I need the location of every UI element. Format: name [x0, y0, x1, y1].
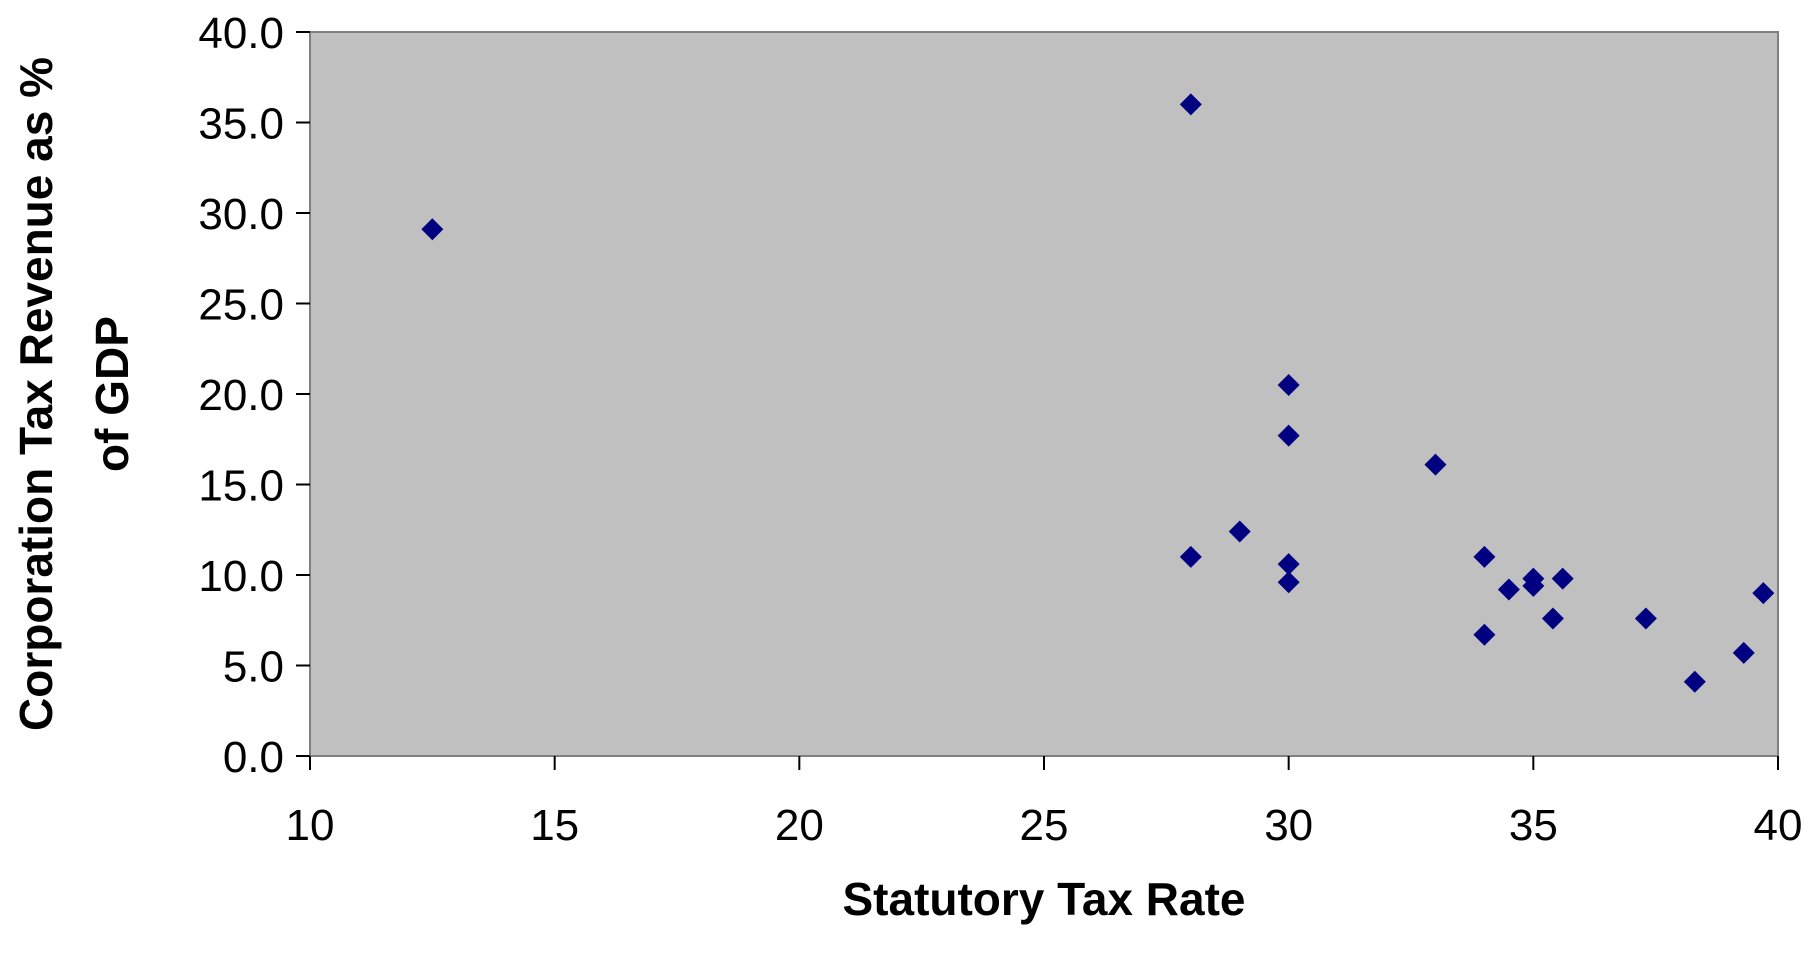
data-point [1473, 623, 1496, 646]
data-points [421, 93, 1775, 693]
y-tick-label: 5.0 [223, 643, 284, 692]
y-axis-title-line-2: of GDP [86, 316, 138, 472]
y-tick-label: 35.0 [198, 100, 284, 149]
x-tick-label: 15 [530, 801, 579, 850]
x-tick-label: 30 [1264, 801, 1313, 850]
plot-area [309, 31, 1779, 757]
data-point [1179, 93, 1202, 116]
x-axis: 10 15 20 25 30 35 40 [286, 756, 1803, 850]
y-axis-title: Corporation Tax Revenue as % of GDP [10, 57, 138, 731]
y-tick-label: 25.0 [198, 281, 284, 330]
data-point [1277, 553, 1300, 576]
data-point [1424, 453, 1447, 476]
y-tick-label: 0.0 [223, 733, 284, 782]
data-point [1522, 574, 1545, 597]
data-point [1497, 578, 1520, 601]
data-point [1683, 670, 1706, 693]
data-point [1277, 424, 1300, 447]
y-axis: 0.0 5.0 10.0 15.0 20.0 25.0 30.0 35.0 40.0 [198, 9, 310, 782]
data-point [1541, 607, 1564, 630]
data-point [1228, 520, 1251, 543]
y-tick-label: 20.0 [198, 371, 284, 420]
y-tick-label: 30.0 [198, 190, 284, 239]
y-tick-label: 10.0 [198, 552, 284, 601]
x-axis-title: Statutory Tax Rate [842, 873, 1245, 925]
data-point [421, 218, 444, 241]
x-tick-label: 35 [1509, 801, 1558, 850]
data-point [1634, 607, 1657, 630]
y-axis-title-line-1: Corporation Tax Revenue as % [10, 57, 62, 731]
data-point [1277, 571, 1300, 594]
data-point [1277, 373, 1300, 396]
data-point [1732, 641, 1755, 664]
y-tick-label: 15.0 [198, 462, 284, 511]
x-tick-label: 25 [1020, 801, 1069, 850]
y-tick-label: 40.0 [198, 9, 284, 58]
x-tick-label: 10 [286, 801, 335, 850]
x-tick-label: 20 [775, 801, 824, 850]
x-tick-label: 40 [1754, 801, 1803, 850]
data-point [1551, 567, 1574, 590]
data-point [1752, 582, 1775, 605]
data-point [1179, 545, 1202, 568]
data-point [1473, 545, 1496, 568]
